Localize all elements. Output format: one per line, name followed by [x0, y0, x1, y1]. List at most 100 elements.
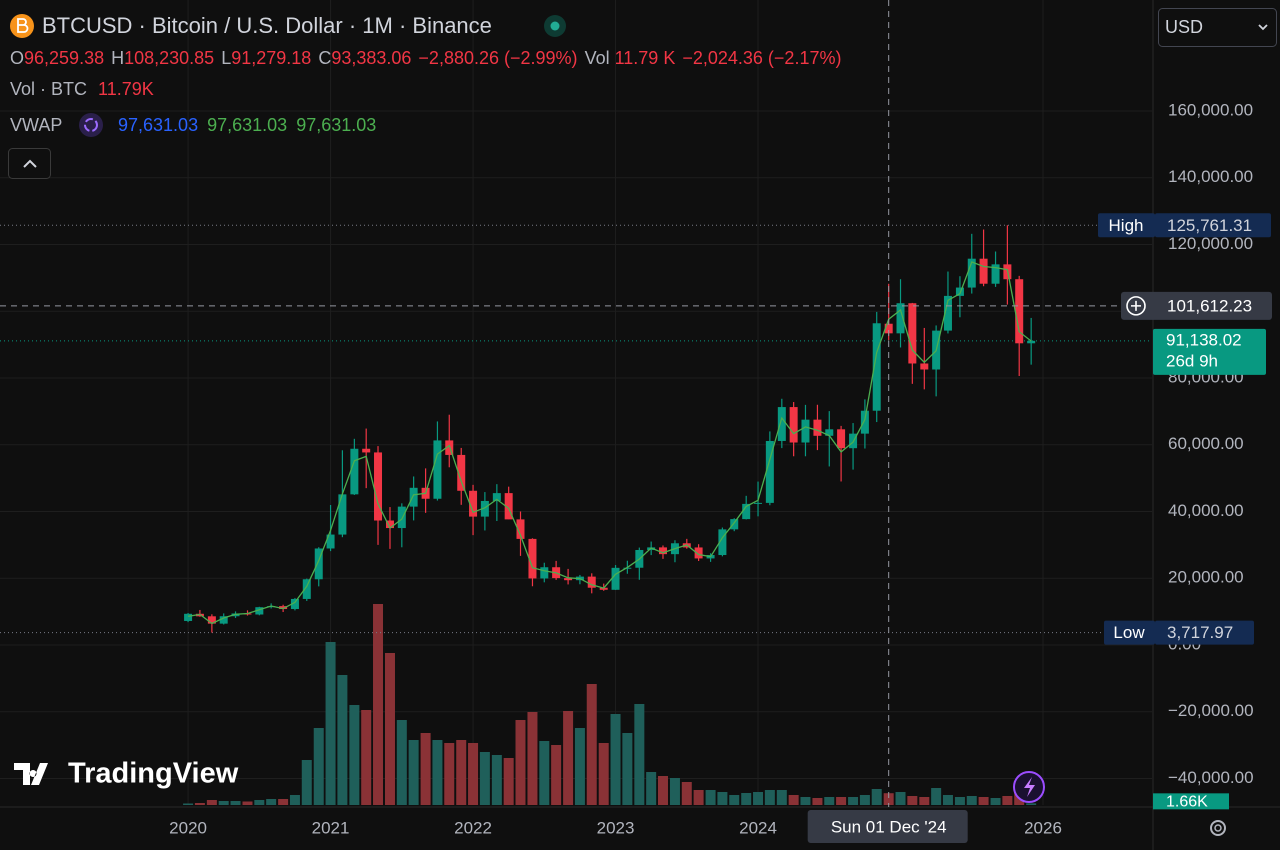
volume-bar — [836, 797, 847, 805]
vwap-name[interactable]: VWAP — [10, 115, 62, 135]
legend-key: H — [111, 48, 124, 68]
ohlc-legend: O96,259.38 H108,230.85 L91,279.18 C93,38… — [10, 48, 841, 68]
candle-body — [564, 578, 573, 581]
y-tick-label: 60,000.00 — [1168, 434, 1244, 453]
volume-bar — [895, 792, 906, 805]
legend-key: O — [10, 48, 24, 68]
legend-value: 11.79 K — [615, 48, 676, 68]
volume-bar — [776, 790, 787, 805]
collapse-chevron — [23, 159, 37, 168]
legend-value: 108,230.85 — [124, 48, 214, 68]
candle-body — [955, 287, 964, 296]
volume-legend[interactable]: Vol · BTC 11.79K — [10, 79, 154, 99]
currency-dropdown[interactable] — [1158, 8, 1277, 47]
candle-body — [1027, 340, 1036, 344]
candle-body — [920, 363, 929, 370]
dropdown-chevron — [1258, 24, 1268, 31]
candle-body — [219, 616, 228, 624]
candle-body — [540, 567, 549, 579]
candle-body — [184, 613, 193, 621]
candle-body — [979, 258, 988, 284]
x-tick-label: 2020 — [169, 818, 207, 837]
volume-bar — [206, 800, 217, 805]
volume-bar — [610, 714, 621, 805]
candle-body — [326, 534, 335, 549]
volume-bar — [313, 728, 324, 805]
volume-bar — [824, 797, 835, 805]
volume-bar — [741, 793, 752, 805]
symbol-icon[interactable] — [10, 14, 34, 38]
volume-bar — [479, 752, 490, 805]
settings-button[interactable] — [1210, 820, 1226, 836]
candle-body — [433, 440, 442, 499]
candle-body — [587, 576, 596, 588]
candle-body — [694, 547, 703, 559]
low-tag-label: Low — [1113, 623, 1145, 642]
candle-body — [362, 448, 371, 453]
volume-bar — [871, 789, 882, 805]
candle-body — [908, 303, 917, 364]
volume-bar — [931, 788, 942, 805]
volume-bar — [646, 772, 657, 805]
candle-body — [860, 410, 869, 434]
legend-value: 93,383.06 — [331, 48, 411, 68]
candle-body — [658, 547, 667, 555]
last-price-tag — [1153, 328, 1266, 375]
candle-body — [730, 519, 739, 530]
logo-text[interactable]: TradingView — [68, 758, 239, 790]
high-value-tag — [1155, 213, 1271, 238]
vwap-value: 97,631.03 — [296, 115, 376, 135]
volume-bar — [954, 797, 965, 805]
x-tick-label: 2024 — [739, 818, 777, 837]
candle-body — [314, 548, 323, 580]
high-tag — [1098, 213, 1155, 238]
volume-bar — [242, 801, 253, 805]
legend-value: 91,279.18 — [231, 48, 311, 68]
vwap-value: 97,631.03 — [207, 115, 287, 135]
volume-bar — [527, 712, 538, 805]
volume-bar — [491, 755, 502, 805]
settings-glyph — [1214, 824, 1222, 832]
vwap-icon-glyph — [84, 118, 98, 132]
volume-bar — [859, 795, 870, 805]
volume-bar — [183, 803, 194, 805]
alert-glyph — [1024, 777, 1035, 797]
vwap-value: 97,631.03 — [118, 115, 198, 135]
candle-body — [623, 567, 632, 569]
logo-mark[interactable] — [14, 763, 48, 785]
candle-body — [504, 493, 513, 520]
legend-key: L — [221, 48, 231, 68]
y-tick-label: 40,000.00 — [1168, 501, 1244, 520]
add-alert-button[interactable] — [1126, 296, 1146, 316]
grid — [0, 0, 1152, 805]
vwap-icon — [79, 113, 103, 137]
volume-bar — [266, 799, 277, 805]
volume-bar — [194, 803, 205, 805]
volume-bar — [729, 795, 740, 805]
vwap-values: 97,631.03 97,631.03 97,631.03 — [118, 115, 376, 135]
volume-bar — [574, 728, 585, 805]
volume-bar — [966, 796, 977, 805]
volume-bar — [349, 705, 360, 805]
volume-bar — [669, 778, 680, 805]
candle-body — [528, 538, 537, 579]
candle-body — [943, 295, 952, 331]
volume-bar — [705, 790, 716, 805]
candle-body — [967, 258, 976, 288]
volume-bar — [551, 745, 562, 805]
low-tag — [1104, 620, 1155, 645]
volume-bar — [788, 795, 799, 805]
volume-bar — [396, 720, 407, 805]
candle-body — [279, 606, 288, 610]
volume-bar — [337, 675, 348, 805]
volume-bar — [444, 743, 455, 805]
collapse-button[interactable] — [8, 148, 51, 179]
symbol-title[interactable]: BTCUSD · Bitcoin / U.S. Dollar · 1M · Bi… — [42, 13, 492, 38]
price-pane — [184, 225, 1036, 633]
last-price-label: 91,138.02 — [1166, 330, 1242, 349]
last-volume-label: 1.66K — [1166, 794, 1208, 811]
volume-bar — [563, 711, 574, 805]
volume-bar — [361, 710, 372, 805]
legend-key: Vol — [585, 48, 610, 68]
